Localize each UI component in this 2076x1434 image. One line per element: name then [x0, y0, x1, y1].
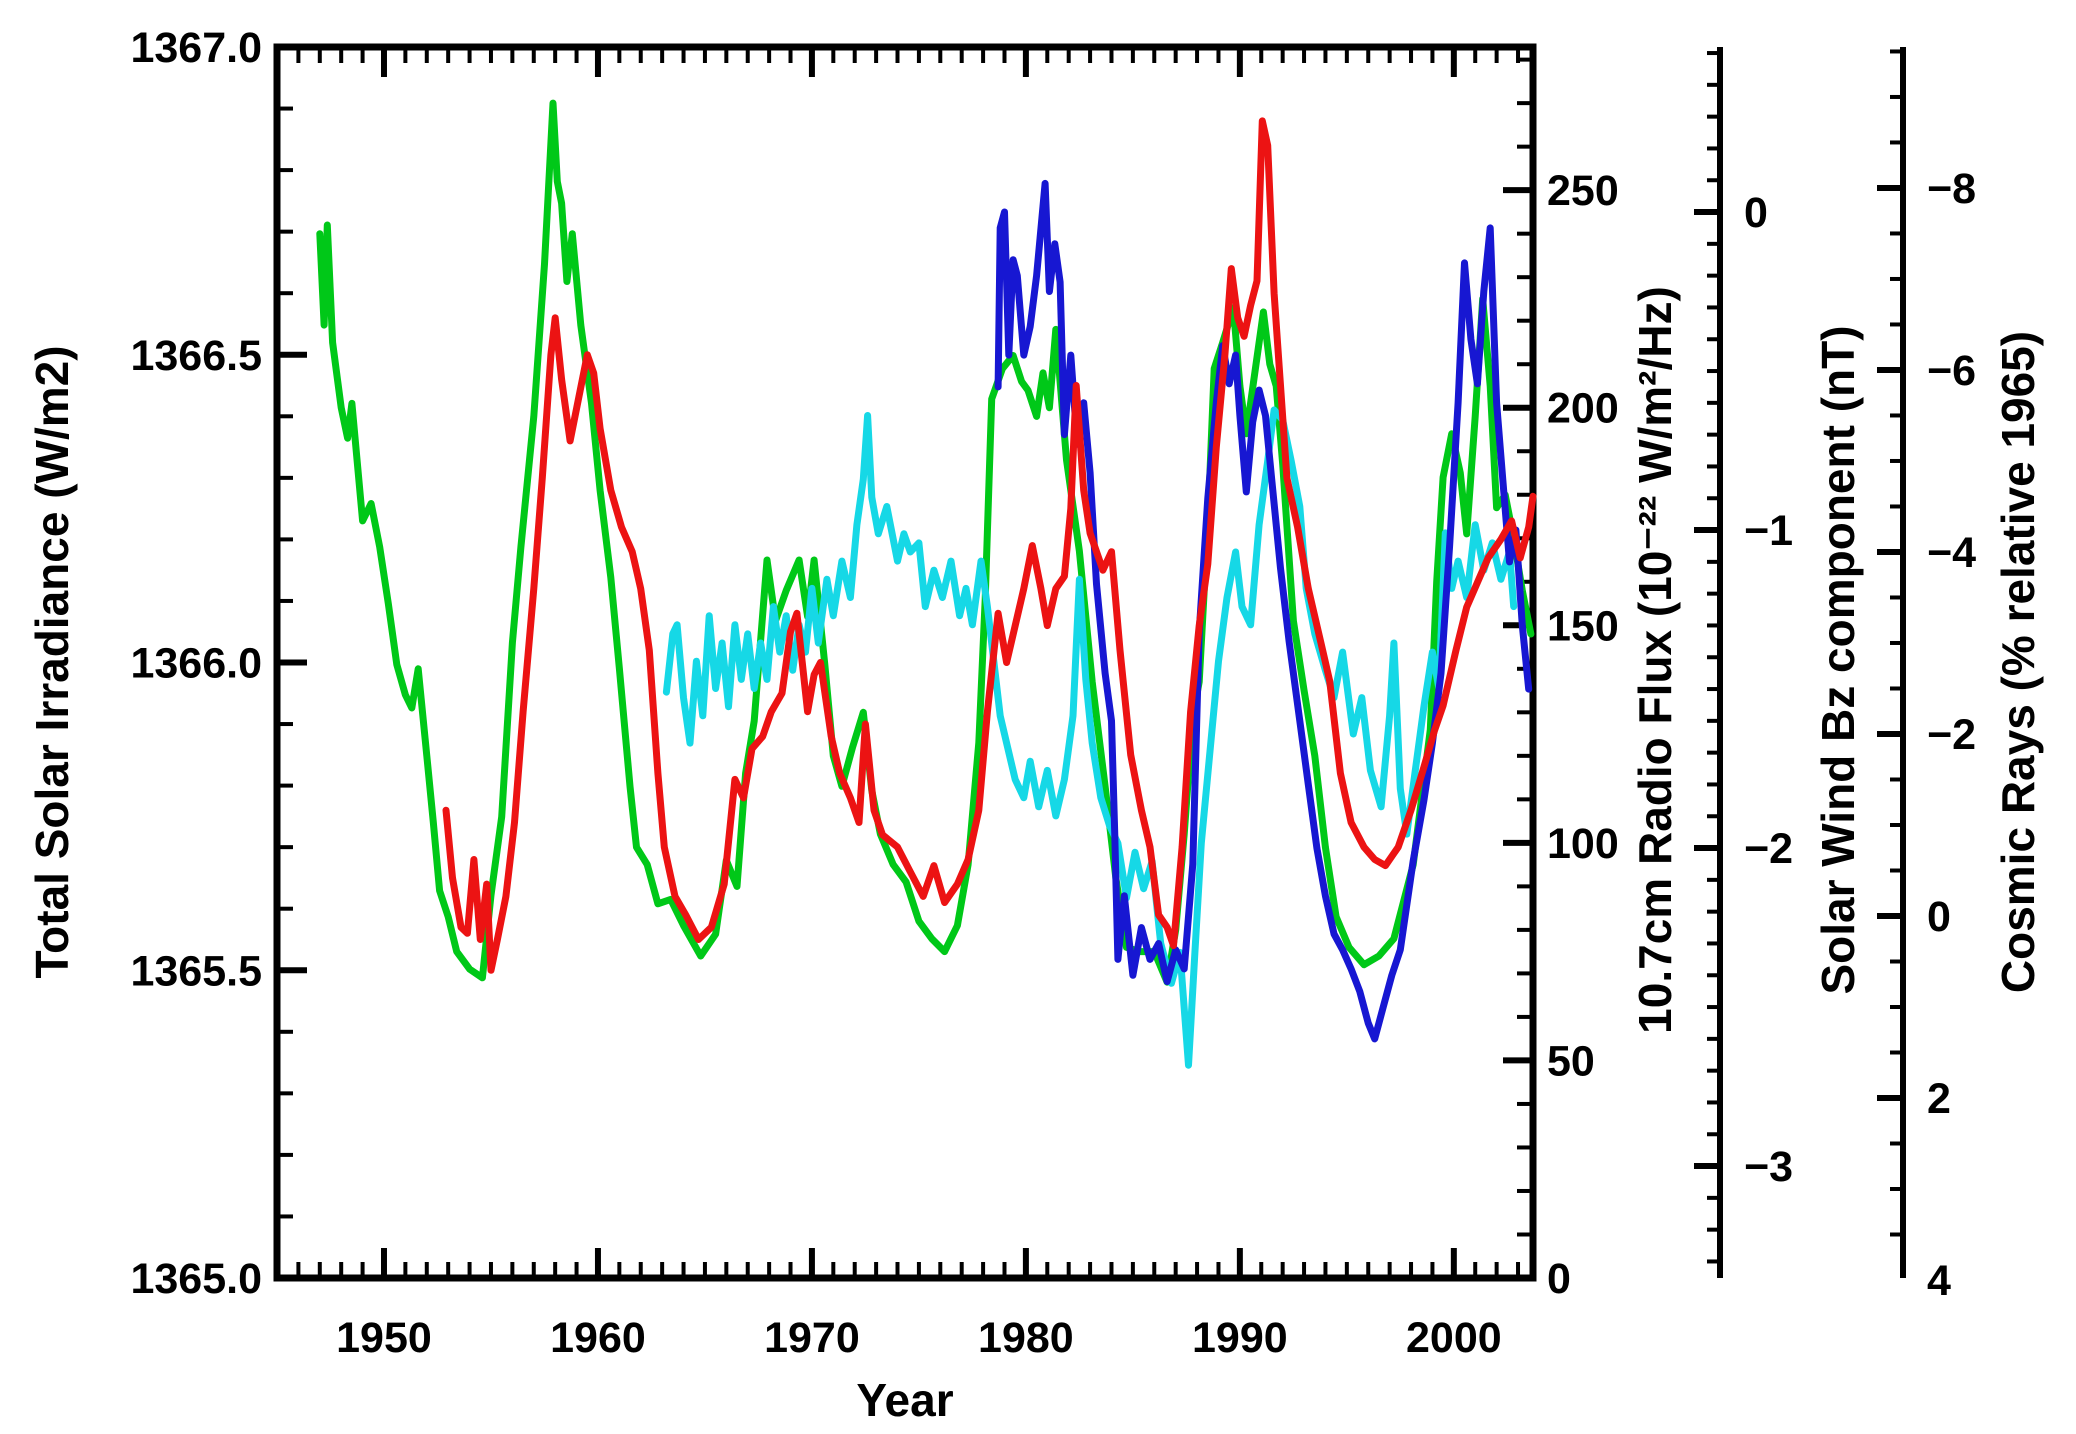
radio-tick-label: 50	[1547, 1037, 1595, 1085]
radio-tick-label: 0	[1547, 1255, 1571, 1303]
x-axis-title: Year	[856, 1374, 954, 1426]
radio-tick-label: 250	[1547, 167, 1619, 215]
x-tick-label: 1980	[978, 1314, 1074, 1362]
y-axis-title-cosmic-rays: Cosmic Rays (% relative 1965)	[1992, 330, 2044, 994]
x-tick-label: 1960	[550, 1314, 646, 1362]
bz-tick-label: −1	[1744, 507, 1793, 555]
x-tick-label: 1970	[764, 1314, 860, 1362]
solar-wind-bz-line	[994, 179, 1533, 1043]
radio-flux-line	[316, 99, 1535, 986]
y-axis-title-radio-flux: 10.7cm Radio Flux (10⁻²² W/m²/Hz)	[1629, 286, 1681, 1034]
tsi-tick-label: 1366.0	[130, 640, 262, 688]
tsi-tick-label: 1365.5	[130, 947, 262, 995]
cosmic-tick-label: 2	[1927, 1075, 1951, 1123]
bz-tick-label: 0	[1744, 189, 1768, 237]
cosmic-tick-label: −2	[1927, 711, 1976, 759]
total-solar-irradiance-line	[442, 117, 1537, 974]
tsi-tick-label: 1366.5	[130, 332, 262, 380]
cosmic-tick-label: −6	[1927, 347, 1976, 395]
y-axis-title-solar-wind-bz: Solar Wind Bz component (nT)	[1812, 325, 1864, 995]
x-tick-label: 1990	[1192, 1314, 1288, 1362]
cosmic-rays-line	[662, 406, 1518, 1069]
x-tick-label: 1950	[336, 1314, 432, 1362]
cosmic-tick-label: 0	[1927, 893, 1951, 941]
x-tick-label: 2000	[1406, 1314, 1502, 1362]
y-axis-title-tsi: Total Solar Irradiance (W/m2)	[26, 345, 78, 979]
radio-tick-label: 200	[1547, 385, 1619, 433]
cosmic-tick-label: 4	[1927, 1257, 1951, 1305]
tsi-tick-label: 1367.0	[130, 24, 262, 72]
cosmic-tick-label: −8	[1927, 165, 1976, 213]
radio-tick-label: 150	[1547, 602, 1619, 650]
bz-tick-label: −2	[1744, 825, 1793, 873]
bz-tick-label: −3	[1744, 1143, 1793, 1191]
cosmic-tick-label: −4	[1927, 529, 1976, 577]
radio-tick-label: 100	[1547, 820, 1619, 868]
tsi-tick-label: 1365.0	[130, 1255, 262, 1303]
